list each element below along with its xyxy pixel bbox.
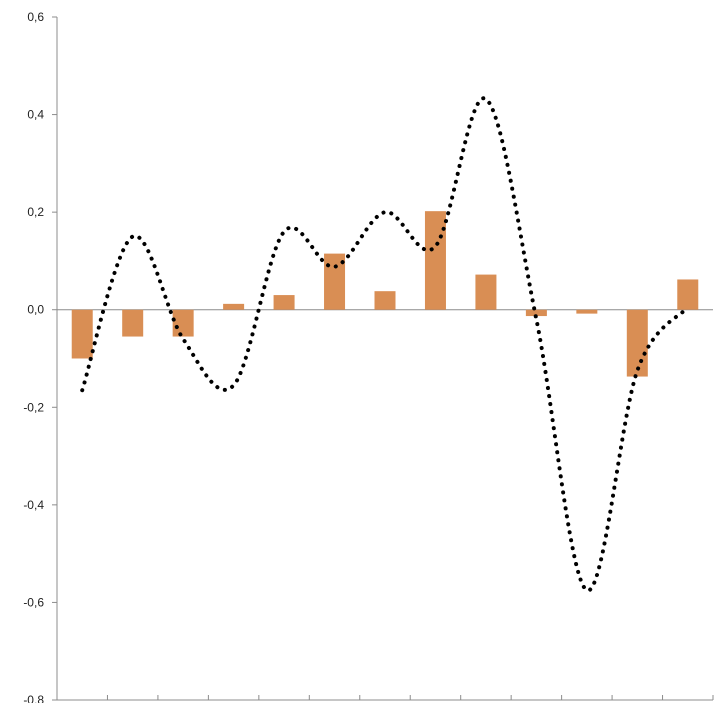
bar — [172, 309, 194, 337]
y-tick-label: -0,8 — [23, 693, 44, 703]
bar — [223, 303, 245, 310]
y-tick-label: 0,2 — [27, 205, 44, 219]
bar — [475, 274, 497, 310]
y-tick-label: 0,6 — [27, 10, 44, 24]
bar — [273, 295, 295, 310]
bar — [374, 291, 396, 310]
bar — [576, 309, 598, 314]
bar-series — [71, 211, 699, 377]
y-tick-label: -0,2 — [23, 400, 44, 414]
line-series — [80, 96, 690, 593]
y-tick-label: -0,6 — [23, 595, 44, 609]
bar — [324, 253, 346, 310]
y-tick-label: 0,0 — [27, 303, 44, 317]
bar — [525, 309, 547, 317]
bar — [677, 279, 699, 310]
y-tick-label: 0,4 — [27, 108, 44, 122]
bar — [424, 211, 446, 310]
y-tick-label: -0,4 — [23, 498, 44, 512]
axis-layer: -0,8 -0,6 -0,4 -0,2 0,0 0,2 0,4 0,6 — [23, 10, 714, 703]
bar — [122, 309, 144, 337]
bar — [71, 309, 93, 359]
dotted-trend-line — [80, 96, 690, 593]
